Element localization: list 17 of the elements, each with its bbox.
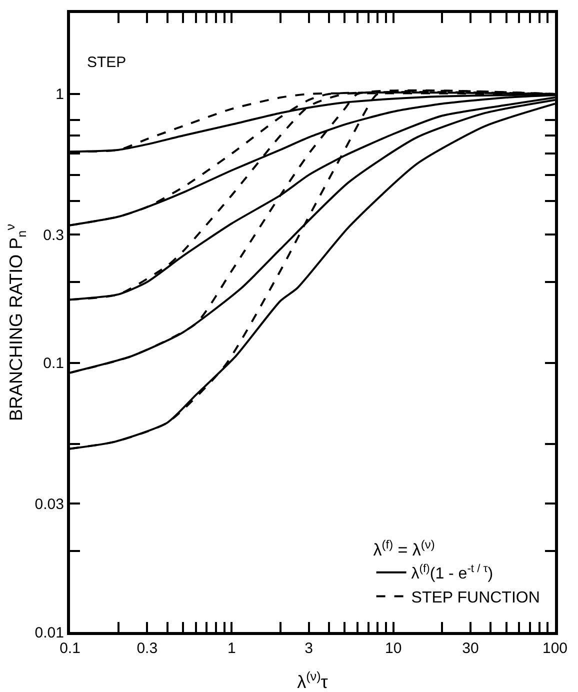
- x-tick-label: 100: [542, 640, 568, 657]
- y-tick-label: 0.03: [34, 496, 64, 513]
- y-tick-label: 0.01: [34, 624, 64, 642]
- x-tick-label: 30: [462, 640, 479, 657]
- x-tick-label: 3: [304, 640, 313, 657]
- y-tick-label: 0.1: [43, 355, 64, 372]
- x-tick-label: 0.3: [136, 640, 158, 657]
- x-tick-label: 1: [228, 640, 236, 657]
- x-tick-label: 0.1: [60, 640, 80, 657]
- x-tick-label: 10: [384, 640, 402, 657]
- legend-label: λ$^{(f)}$(1 - e$^{-t / τ}$): [411, 562, 494, 583]
- annotation: STEP: [87, 54, 126, 71]
- legend-title: λ$^{(f)}$ = λ$^{(ν)}$: [373, 537, 435, 560]
- y-tick-label: 1: [56, 86, 64, 104]
- legend-label: STEP FUNCTION: [411, 589, 540, 606]
- y-tick-label: 0.3: [43, 226, 64, 244]
- x-axis-title: λ$^{(ν)}$τ: [297, 669, 328, 692]
